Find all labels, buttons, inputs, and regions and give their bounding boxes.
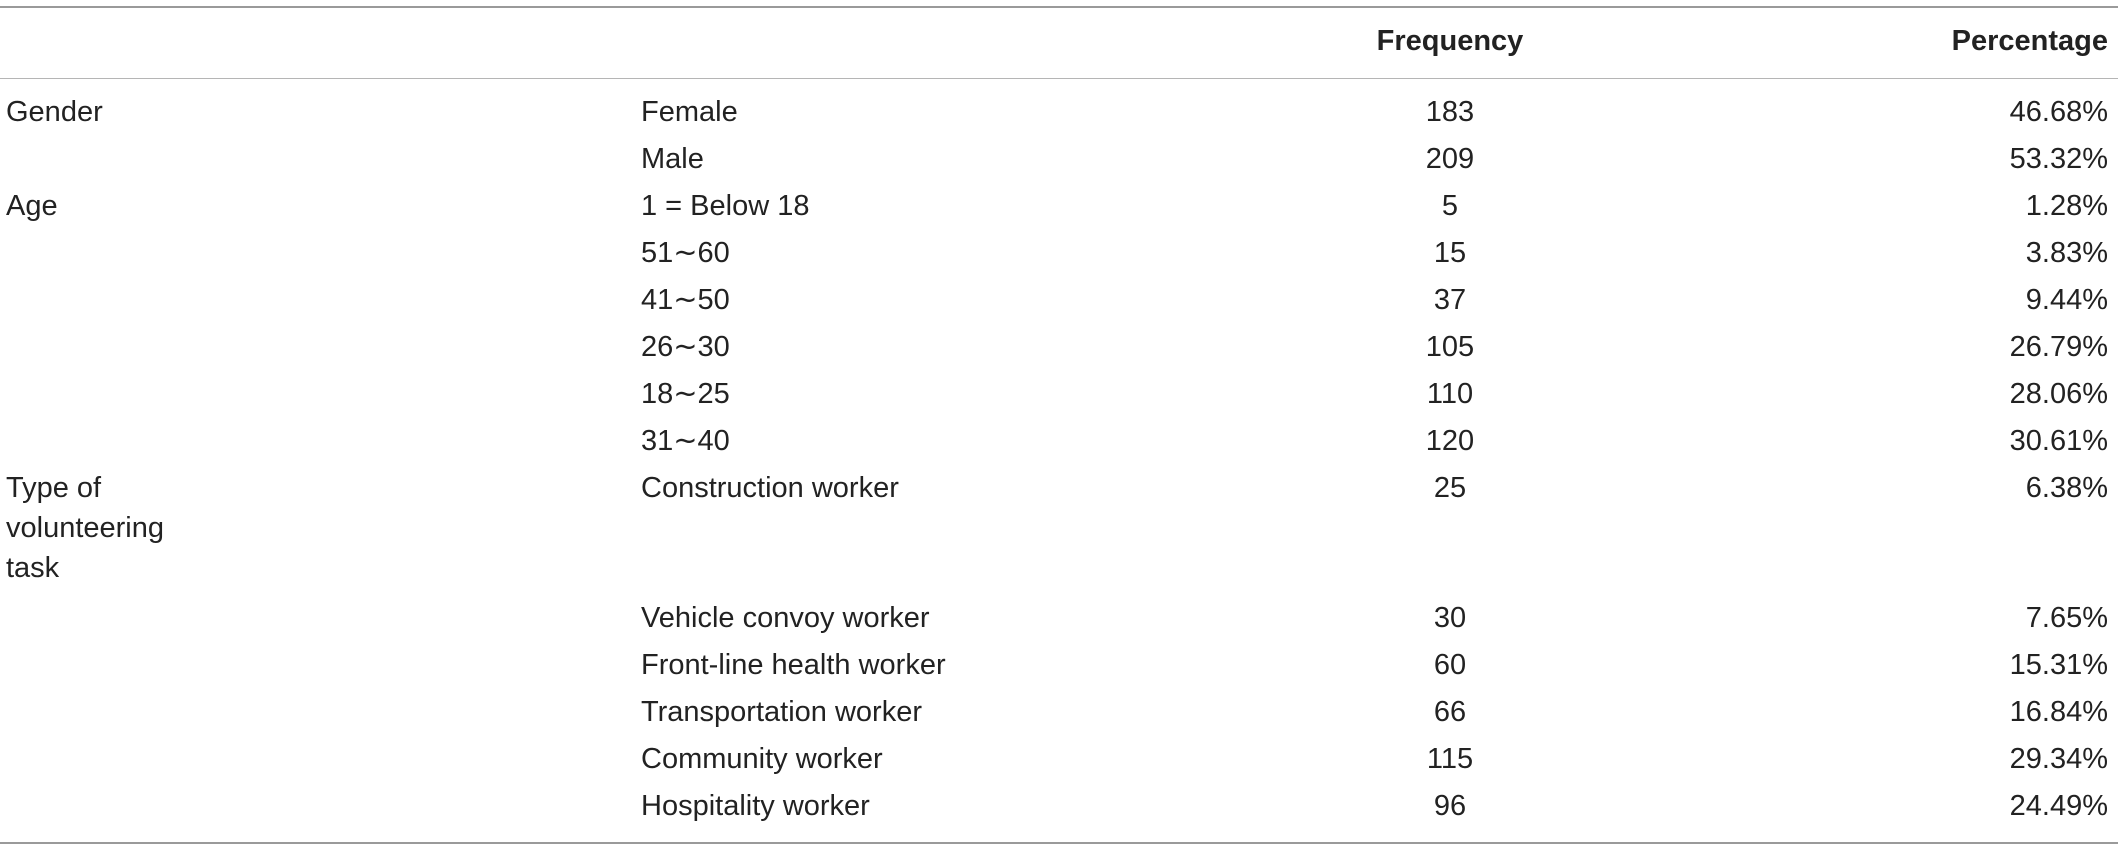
group-label: Age (6, 190, 58, 222)
percentage-value: 3.83% (2025, 237, 2108, 269)
header-percentage: Percentage (1951, 25, 2108, 57)
table-row: Vehicle convoy worker 30 7.65% (0, 598, 2118, 645)
percentage-value: 9.44% (2025, 284, 2108, 316)
group-label: Gender (6, 96, 103, 128)
category-label: 26∼30 (641, 331, 730, 363)
table-row: Community worker 115 29.34% (0, 739, 2118, 786)
table-top-rule (0, 6, 2118, 8)
frequency-value: 209 (1425, 143, 1475, 175)
percentage-value: 53.32% (2009, 143, 2108, 175)
table-row: 31∼40 120 30.61% (0, 421, 2118, 468)
percentage-value: 7.65% (2025, 602, 2108, 634)
table-header-row: Frequency Percentage (0, 0, 2118, 57)
table-row: Male 209 53.32% (0, 139, 2118, 186)
frequency-value: 96 (1433, 790, 1467, 822)
group-label: Type of volunteering task (6, 472, 164, 584)
category-label: Female (641, 96, 738, 128)
percentage-value: 16.84% (2009, 696, 2108, 728)
category-label: Community worker (641, 743, 883, 775)
category-label: 31∼40 (641, 425, 730, 457)
table-row: Gender Female 183 46.68% (0, 92, 2118, 139)
table-row: Front-line health worker 60 15.31% (0, 645, 2118, 692)
frequency-value: 5 (1441, 190, 1459, 222)
category-label: Male (641, 143, 704, 175)
frequency-value: 30 (1433, 602, 1467, 634)
frequency-value: 115 (1426, 743, 1474, 775)
frequency-value: 105 (1425, 331, 1475, 363)
table-row: 26∼30 105 26.79% (0, 327, 2118, 374)
category-label: 41∼50 (641, 284, 730, 316)
category-label: 18∼25 (641, 378, 730, 410)
percentage-value: 30.61% (2009, 425, 2108, 457)
table-row: 51∼60 15 3.83% (0, 233, 2118, 280)
category-label: Front-line health worker (641, 649, 946, 681)
percentage-value: 29.34% (2009, 743, 2108, 775)
frequency-value: 37 (1433, 284, 1467, 316)
percentage-value: 46.68% (2009, 96, 2108, 128)
percentage-value: 28.06% (2009, 378, 2108, 410)
frequency-value: 25 (1433, 472, 1467, 504)
frequency-value: 66 (1433, 696, 1467, 728)
category-label: Vehicle convoy worker (641, 602, 930, 634)
frequency-value: 60 (1433, 649, 1467, 681)
table-row: Age 1 = Below 18 5 1.28% (0, 186, 2118, 233)
table-row: 41∼50 37 9.44% (0, 280, 2118, 327)
category-label: 51∼60 (641, 237, 730, 269)
percentage-value: 26.79% (2009, 331, 2108, 363)
percentage-value: 15.31% (2009, 649, 2108, 681)
table-row: 18∼25 110 28.06% (0, 374, 2118, 421)
category-label: Construction worker (641, 472, 899, 504)
category-label: Transportation worker (641, 696, 922, 728)
frequency-value: 15 (1433, 237, 1467, 269)
table-header-rule (0, 78, 2118, 79)
table-bottom-rule (0, 842, 2118, 844)
table-row: Hospitality worker 96 24.49% (0, 786, 2118, 833)
header-frequency: Frequency (1376, 25, 1524, 57)
table-row: Type of volunteering task Construction w… (0, 468, 2118, 596)
category-label: 1 = Below 18 (641, 190, 810, 222)
frequency-value: 183 (1425, 96, 1475, 128)
frequency-value: 120 (1425, 425, 1475, 457)
category-label: Hospitality worker (641, 790, 870, 822)
percentage-value: 24.49% (2009, 790, 2108, 822)
frequency-value: 110 (1426, 378, 1474, 410)
table-row: Transportation worker 66 16.84% (0, 692, 2118, 739)
percentage-value: 1.28% (2025, 190, 2108, 222)
percentage-value: 6.38% (2025, 472, 2108, 504)
